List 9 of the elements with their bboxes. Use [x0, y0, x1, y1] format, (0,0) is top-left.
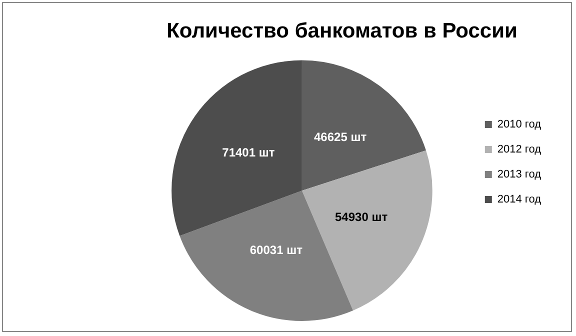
data-label: 54930 шт [334, 210, 388, 224]
legend-label: 2013 год [497, 168, 542, 181]
chart-title: Количество банкоматов в России [166, 19, 518, 42]
data-label: 46625 шт [314, 130, 367, 144]
legend-label: 2014 год [497, 194, 542, 206]
data-label: 71401 шт [222, 146, 275, 160]
legend-label: 2012 год [497, 144, 542, 156]
legend-label: 2010 год [497, 118, 542, 131]
data-label: 60031 шт [250, 242, 303, 257]
